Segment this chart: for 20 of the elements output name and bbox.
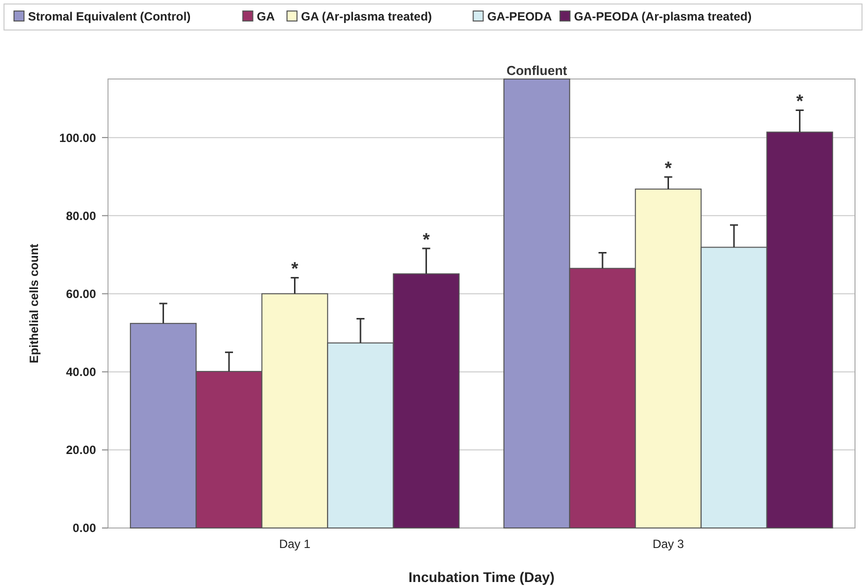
x-tick-label: Day 1 xyxy=(279,537,311,551)
legend-label: GA-PEODA xyxy=(487,10,552,24)
y-tick-label: 100.00 xyxy=(59,130,96,145)
legend-label: GA xyxy=(256,10,276,24)
data-label: * xyxy=(664,158,672,178)
x-axis-title: Incubation Time (Day) xyxy=(408,569,554,585)
legend-label: GA-PEODA (Ar-plasma treated) xyxy=(574,10,752,24)
y-tick-label: 20.00 xyxy=(66,443,96,458)
y-axis-title: Epithelial cells count xyxy=(27,244,41,364)
y-tick-label: 80.00 xyxy=(66,208,96,223)
data-label: Confluent xyxy=(506,63,568,78)
x-tick-label: Day 3 xyxy=(652,537,684,551)
legend-label: Stromal Equivalent (Control) xyxy=(28,10,191,24)
data-label: * xyxy=(422,229,430,250)
data-label: * xyxy=(291,258,298,279)
y-tick-label: 40.00 xyxy=(66,365,96,380)
data-label: * xyxy=(796,91,804,112)
legend-label: GA (Ar-plasma treated) xyxy=(301,10,432,24)
y-tick-label: 60.00 xyxy=(66,286,96,301)
y-tick-label: 0.00 xyxy=(72,521,96,536)
